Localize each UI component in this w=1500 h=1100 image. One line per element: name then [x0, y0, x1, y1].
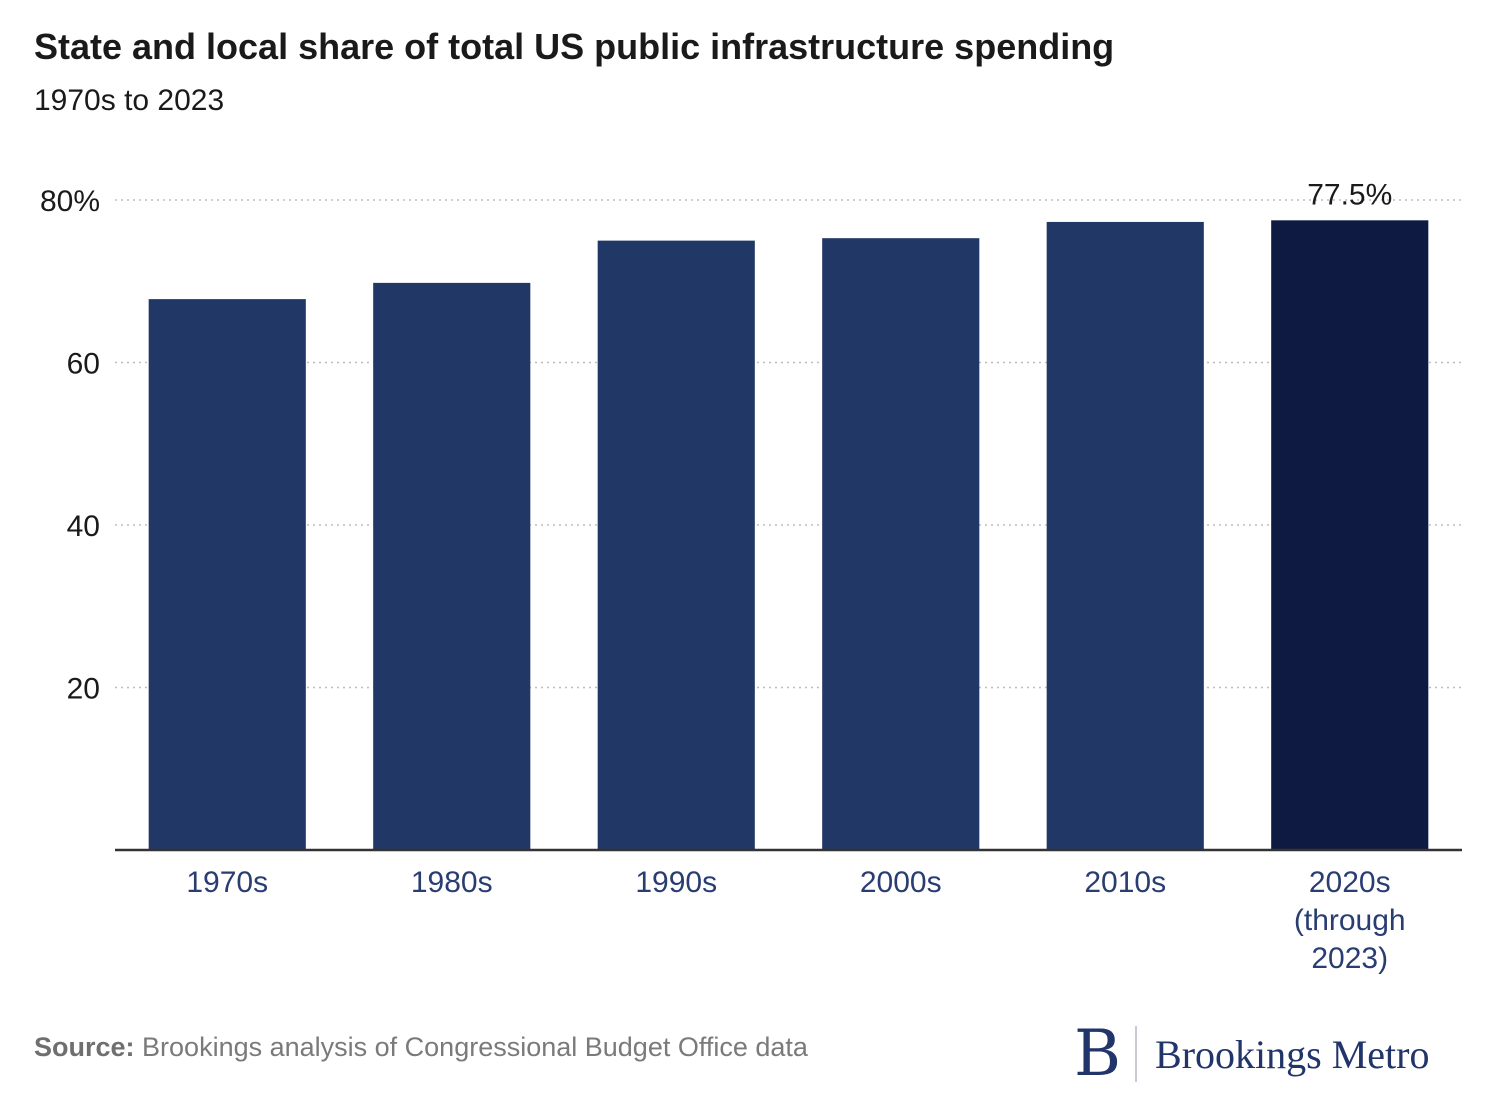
y-tick-label: 20 [67, 673, 100, 706]
bar [597, 240, 755, 850]
data-label: 77.5% [1307, 178, 1392, 211]
bar [1046, 221, 1204, 850]
bar-chart: 20 40 60 80% 1970s 1980s 1990s 2000s 2010s 2020s(… [40, 178, 1462, 975]
x-tick-label: 1970s [186, 866, 268, 899]
brookings-b-logo-icon: B [1074, 1017, 1122, 1091]
y-tick-label: 80% [40, 185, 100, 218]
y-tick-label: 40 [67, 510, 100, 543]
brookings-metro-logo: B Brookings Metro [1074, 1018, 1429, 1090]
chart-title: State and local share of total US public… [34, 26, 1115, 67]
bar [1271, 220, 1429, 850]
x-tick-label: 1990s [635, 866, 717, 899]
x-tick-label: 2020s (through 2023) [1294, 866, 1406, 975]
x-tick-label: 2010s [1084, 866, 1166, 899]
bar [373, 282, 531, 850]
source-label: Source: [34, 1032, 135, 1062]
bar [148, 299, 306, 850]
chart-subtitle: 1970s to 2023 [34, 84, 225, 117]
logo-divider [1135, 1026, 1138, 1082]
y-tick-label: 60 [67, 348, 100, 381]
x-tick-label: 2000s [860, 866, 942, 899]
bar [822, 238, 980, 850]
source-text: Brookings analysis of Congressional Budg… [134, 1032, 808, 1062]
source-note: Source: Brookings analysis of Congressio… [34, 1032, 808, 1063]
logo-wordmark: Brookings Metro [1155, 1031, 1430, 1077]
x-tick-label: 1980s [411, 866, 493, 899]
